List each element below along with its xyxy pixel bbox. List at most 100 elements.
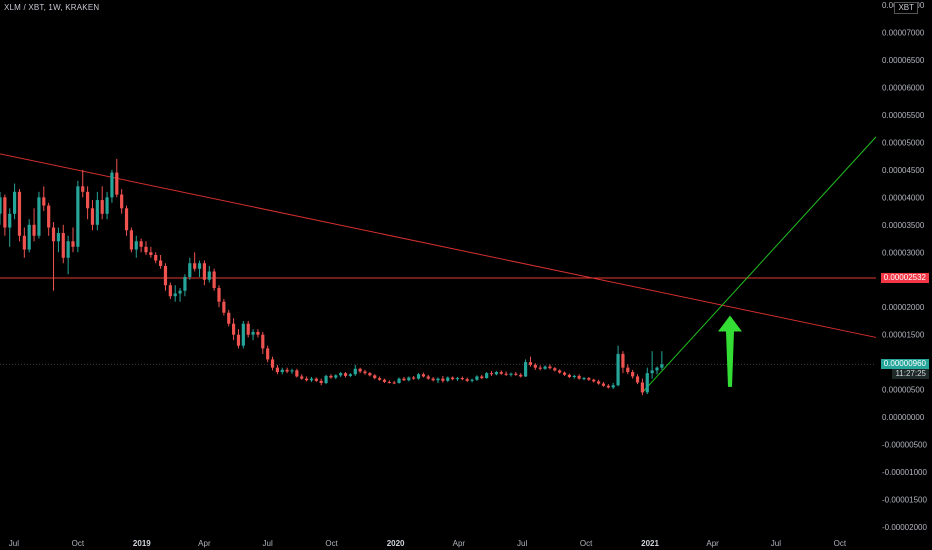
drawing-lines bbox=[0, 136, 877, 393]
price-tick-label: -0.00002000 bbox=[882, 523, 927, 532]
candle bbox=[504, 371, 508, 376]
candle-body bbox=[251, 331, 255, 335]
time-tick-label: Jul bbox=[771, 539, 781, 548]
candle-body bbox=[567, 374, 571, 377]
candle-body bbox=[66, 241, 70, 258]
candle bbox=[309, 376, 314, 382]
candle bbox=[460, 376, 464, 381]
candle-body bbox=[227, 312, 231, 324]
price-tick-label: -0.00001000 bbox=[882, 468, 927, 477]
candle-body bbox=[645, 373, 649, 393]
candle bbox=[183, 274, 187, 297]
bar-countdown-tag: 11:27:25 bbox=[892, 369, 929, 380]
candle bbox=[626, 364, 630, 375]
candle-body bbox=[616, 353, 620, 386]
candle-body bbox=[499, 372, 503, 374]
candle bbox=[81, 169, 85, 198]
candle-body bbox=[105, 197, 109, 214]
candle-body bbox=[110, 172, 114, 198]
candle-body bbox=[300, 376, 304, 379]
candle bbox=[650, 351, 654, 379]
candle bbox=[519, 373, 523, 378]
up-arrow-annotation bbox=[718, 315, 742, 387]
symbol-title: XLM / XBT, 1W, KRAKEN bbox=[4, 3, 100, 12]
candle-body bbox=[285, 369, 289, 372]
candle bbox=[232, 318, 236, 341]
candle bbox=[392, 380, 396, 385]
candle bbox=[631, 369, 635, 379]
candle bbox=[441, 375, 445, 383]
candle bbox=[295, 368, 299, 378]
candle bbox=[358, 367, 362, 374]
time-tick-label: Oct bbox=[834, 539, 847, 548]
candle-body bbox=[640, 382, 644, 393]
candle-body bbox=[159, 260, 163, 266]
candle bbox=[90, 200, 95, 231]
candle-body bbox=[485, 373, 489, 379]
candle bbox=[280, 367, 284, 375]
candle-body bbox=[611, 385, 615, 388]
candle bbox=[533, 363, 537, 370]
candle bbox=[592, 378, 596, 383]
candle bbox=[47, 202, 51, 236]
candle-body bbox=[17, 191, 22, 236]
candle-body bbox=[0, 197, 2, 214]
candle-body bbox=[90, 208, 95, 225]
descending-trendline bbox=[0, 153, 877, 338]
candle bbox=[129, 227, 133, 253]
candle bbox=[13, 183, 17, 220]
candle bbox=[154, 252, 158, 264]
price-tick-label: 0.00001500 bbox=[882, 331, 925, 340]
candle bbox=[285, 367, 289, 374]
candle-body bbox=[562, 372, 567, 375]
price-tick-label: 0.00005500 bbox=[882, 111, 925, 120]
time-tick-label: Jul bbox=[9, 539, 19, 548]
candle-body bbox=[397, 378, 401, 384]
candle bbox=[465, 377, 469, 382]
candle-body bbox=[178, 290, 182, 294]
candle bbox=[373, 374, 377, 380]
candle-body bbox=[154, 255, 158, 261]
candle-body bbox=[416, 374, 421, 379]
candle-body bbox=[587, 378, 591, 380]
price-tick-label: 0.00000000 bbox=[882, 413, 925, 422]
candle-body bbox=[528, 362, 533, 365]
candle-body bbox=[329, 375, 333, 378]
candle bbox=[261, 331, 265, 354]
candle bbox=[290, 368, 294, 374]
candle bbox=[431, 376, 435, 382]
candle-body bbox=[392, 382, 396, 384]
candle bbox=[134, 235, 138, 258]
candle bbox=[173, 285, 177, 302]
price-tick-label: 0.00000500 bbox=[882, 386, 925, 395]
candle-body bbox=[363, 371, 367, 374]
time-tick-label: Apr bbox=[453, 539, 466, 548]
time-tick-label: Oct bbox=[325, 539, 338, 548]
candle-body bbox=[183, 276, 187, 291]
annotations bbox=[718, 315, 742, 387]
candle bbox=[8, 208, 12, 247]
candle-body bbox=[626, 367, 630, 373]
candle bbox=[587, 376, 591, 381]
candle-body bbox=[533, 364, 537, 368]
candle-body bbox=[660, 364, 664, 368]
candle-body bbox=[465, 379, 469, 381]
candle-body bbox=[212, 271, 216, 288]
candle-body bbox=[597, 381, 601, 384]
candle bbox=[489, 370, 494, 376]
candle-body bbox=[8, 213, 12, 228]
candle bbox=[66, 235, 70, 275]
candle bbox=[426, 374, 430, 380]
candle bbox=[387, 380, 391, 384]
currency-badge[interactable]: XBT bbox=[894, 2, 918, 14]
candle-body bbox=[592, 379, 596, 382]
candle-body bbox=[3, 197, 7, 228]
candle bbox=[202, 260, 206, 286]
candle bbox=[528, 356, 533, 367]
candle bbox=[159, 255, 163, 269]
candle bbox=[105, 191, 109, 220]
price-tick-label: 0.00004500 bbox=[882, 166, 925, 175]
candle bbox=[27, 219, 31, 253]
candle bbox=[217, 285, 221, 308]
